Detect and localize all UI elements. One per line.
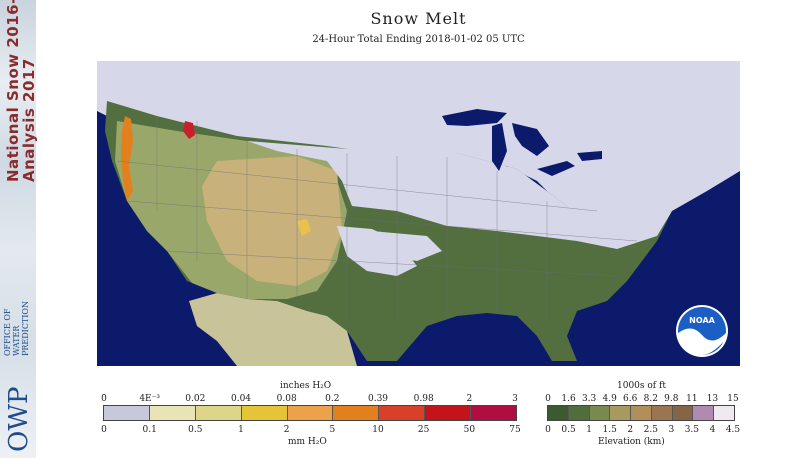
legend_melt-tick-label: 0 [101, 394, 107, 404]
legend_elev-tick-label: 9.8 [664, 394, 679, 404]
legend_melt-tick-label: 50 [463, 425, 476, 435]
legend_elev-tick-label: 8.2 [643, 394, 658, 404]
melt-colorbar [103, 405, 517, 421]
high-plateau [202, 156, 342, 286]
texas-snow-patch [372, 231, 442, 261]
legend_melt-swatch [241, 406, 288, 420]
legend_elev-swatch [631, 406, 652, 420]
legend_elev-tick-label: 2.5 [643, 425, 658, 435]
legend_elev-tick-label: 13 [706, 394, 719, 404]
legend_elev-tick-label: 11 [686, 394, 698, 404]
legend_elev-tick-label: 0 [545, 425, 551, 435]
legend_elev-tick-label: 6.6 [623, 394, 638, 404]
legend_elev-swatch [589, 406, 611, 420]
idaho-melt [183, 121, 195, 139]
lake-ontario [577, 151, 602, 161]
lake-huron [512, 123, 549, 156]
legend_melt-tick-label: 0.98 [413, 394, 434, 404]
legend_elev-tick-label: 4.5 [725, 425, 741, 435]
svg-text:OWP: OWP [4, 386, 34, 452]
legend_elev-tick-label: 3.5 [684, 425, 700, 435]
owp-logo: OWP [4, 386, 34, 452]
legend_melt-tick-label: 0.04 [230, 394, 252, 404]
svg-text:NOAA: NOAA [689, 316, 715, 325]
legend_melt-swatch [149, 406, 196, 420]
legend_melt-tick-label: 25 [417, 425, 430, 435]
legend_melt-swatch [333, 406, 380, 420]
legend_melt-tick-label: 0.08 [276, 394, 297, 404]
northern-snow-cover [247, 141, 672, 249]
legend_melt-tick-label: 75 [509, 425, 521, 435]
legend_elev-swatch [672, 406, 694, 420]
legend_elev-tick-label: 15 [727, 394, 739, 404]
legend_elev-swatch [714, 406, 735, 420]
legend_elev-tick-label: 1 [586, 425, 592, 435]
lake-michigan [492, 123, 507, 171]
legend_melt-tick-label: 2 [283, 425, 290, 435]
legend_melt-tick-label: 0.1 [142, 425, 157, 435]
pacific-nw-melt [121, 116, 133, 201]
legend_melt-swatch [379, 406, 426, 420]
legend_melt-tick-label: 4E⁻³ [139, 394, 160, 404]
legend_melt-tick-label: 0.2 [325, 394, 340, 404]
legend_elev-tick-label: 2 [627, 425, 634, 435]
legend_elev-tick-label: 1.5 [602, 425, 617, 435]
melt-units-bottom: mm H₂O [288, 437, 327, 447]
legend_elev-swatch [548, 406, 569, 420]
legend_melt-tick-label: 0.39 [367, 394, 389, 404]
legend_elev-swatch [693, 406, 715, 420]
elev-units-bottom: Elevation (km) [598, 437, 665, 447]
legend_melt-tick-label: 10 [372, 425, 384, 435]
legend_melt-tick-label: 0 [101, 425, 107, 435]
legend_elev-tick-label: 1.6 [561, 394, 576, 404]
legend_elev-tick-label: 4.9 [602, 394, 617, 404]
legend_elev-tick-label: 0.5 [561, 425, 576, 435]
legend_melt-tick-label: 1 [238, 425, 244, 435]
page-title: Snow Melt [370, 9, 467, 28]
sidebar-banner: National Snow 2016- Analysis 2017 OFFICE… [0, 0, 38, 458]
page-subtitle: 24-Hour Total Ending 2018-01-02 05 UTC [312, 34, 525, 45]
legend_elev-tick-label: 0 [545, 394, 551, 404]
legend_melt-tick-label: 3 [512, 394, 518, 404]
state-borders [116, 116, 638, 321]
legend_elev-swatch [651, 406, 673, 420]
elevation-colorbar [547, 405, 735, 421]
legend_elev-tick-label: 3.3 [581, 394, 597, 404]
noaa-logo: NOAA [676, 305, 728, 357]
legend_melt-swatch [425, 406, 472, 420]
legend_elev-swatch [610, 406, 632, 420]
mexico-region [189, 293, 357, 366]
melt-units-top: inches H₂O [280, 381, 332, 391]
legend_melt-tick-label: 0.5 [188, 425, 203, 435]
lake-erie [537, 161, 575, 176]
colorado-melt [297, 219, 311, 236]
legend_elev-tick-label: 3 [668, 425, 675, 435]
sidebar-subtitle: Analysis 2017 [20, 58, 38, 182]
snow-melt-map: NOAA [97, 61, 740, 366]
legend_melt-swatch [104, 406, 150, 420]
legend_melt-swatch [287, 406, 334, 420]
legend_melt-tick-label: 2 [466, 394, 473, 404]
svg-text:OFFICE OF: OFFICE OF [3, 308, 12, 356]
legend_elev-tick-label: 4 [709, 425, 716, 435]
legend_melt-tick-label: 0.02 [185, 394, 206, 404]
legend_melt-swatch [195, 406, 242, 420]
svg-text:PREDICTION: PREDICTION [21, 301, 30, 356]
office-of-water-prediction-text: OFFICE OF WATER PREDICTION [3, 301, 30, 356]
elev-units-top: 1000s of ft [617, 381, 666, 391]
svg-text:WATER: WATER [12, 325, 21, 356]
legend_elev-swatch [568, 406, 590, 420]
lake-superior [442, 109, 507, 126]
legend_melt-swatch [471, 406, 517, 420]
legend_melt-tick-label: 5 [329, 425, 336, 435]
